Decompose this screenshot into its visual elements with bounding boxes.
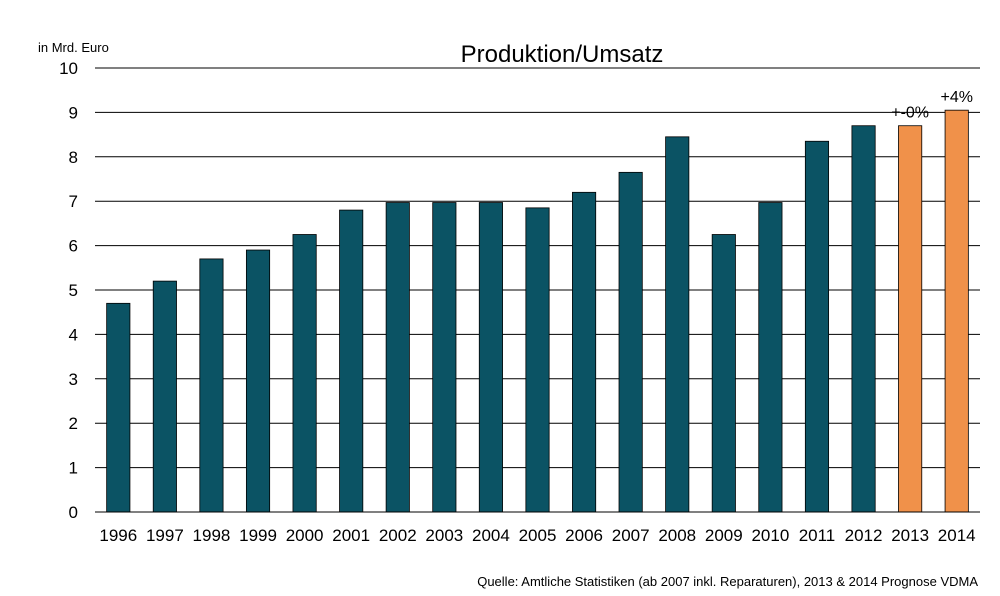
bar-1999 [245, 249, 271, 513]
x-tick-label: 2004 [472, 526, 510, 545]
y-tick-label: 4 [69, 325, 78, 344]
bar-2011 [804, 140, 830, 513]
bars [106, 109, 969, 513]
y-tick-label: 10 [59, 59, 78, 78]
x-tick-label: 2002 [379, 526, 417, 545]
x-tick-label: 2001 [332, 526, 370, 545]
chart-title: Produktion/Umsatz [461, 41, 664, 68]
y-tick-label: 1 [69, 459, 78, 478]
annotation-2013: +-0% [891, 105, 929, 122]
x-tick-label: 2012 [845, 526, 883, 545]
bar-2009 [711, 234, 736, 513]
y-tick-label: 7 [69, 192, 78, 211]
source-note: Quelle: Amtliche Statistiken (ab 2007 in… [477, 574, 978, 589]
bar-2002 [385, 202, 410, 513]
x-tick-label: 2010 [751, 526, 789, 545]
bar-1996 [106, 302, 131, 513]
bar-2007 [618, 171, 643, 513]
x-tick-label: 2014 [938, 526, 976, 545]
y-tick-label: 0 [69, 503, 78, 522]
bar-1997 [152, 280, 177, 513]
x-tick-label: 2008 [658, 526, 696, 545]
bar-2014 [944, 109, 969, 513]
x-tick-label: 2013 [891, 526, 929, 545]
x-tick-label: 2000 [286, 526, 324, 545]
x-tick-label: 2011 [799, 526, 836, 545]
x-tick-label: 2003 [425, 526, 463, 545]
bar-2004 [478, 202, 503, 513]
bar-1998 [199, 258, 224, 513]
bar-2010 [758, 202, 783, 513]
x-tick-label: 2006 [565, 526, 603, 545]
y-axis-ticks: 0 1 2 3 4 5 6 7 8 9 10 [59, 59, 78, 522]
annotation-2014: +4% [940, 89, 972, 106]
bar-2003 [432, 202, 457, 513]
y-tick-label: 2 [69, 414, 78, 433]
x-tick-label: 2005 [519, 526, 557, 545]
bar-2006 [572, 191, 597, 513]
annotations: +-0% +4% [891, 89, 973, 122]
y-tick-label: 8 [69, 148, 78, 167]
bar-2013 [898, 125, 923, 513]
bar-2000 [292, 234, 317, 513]
bar-2008 [665, 136, 690, 513]
x-tick-label: 2007 [612, 526, 650, 545]
bar-2005 [525, 207, 550, 513]
y-axis-unit-label: in Mrd. Euro [38, 40, 109, 55]
y-tick-label: 9 [69, 103, 78, 122]
y-tick-label: 5 [69, 281, 78, 300]
x-tick-label: 1997 [146, 526, 184, 545]
x-tick-label: 1998 [193, 526, 231, 545]
x-axis-ticks: 1996 1997 1998 1999 2000 2001 2002 2003 2004 2005… [99, 526, 975, 545]
bar-2012 [851, 125, 876, 513]
y-tick-label: 6 [69, 237, 78, 256]
bar-2001 [339, 209, 364, 513]
x-tick-label: 2009 [705, 526, 743, 545]
x-tick-label: 1999 [239, 526, 277, 545]
y-tick-label: 3 [69, 370, 78, 389]
x-tick-label: 1996 [99, 526, 137, 545]
